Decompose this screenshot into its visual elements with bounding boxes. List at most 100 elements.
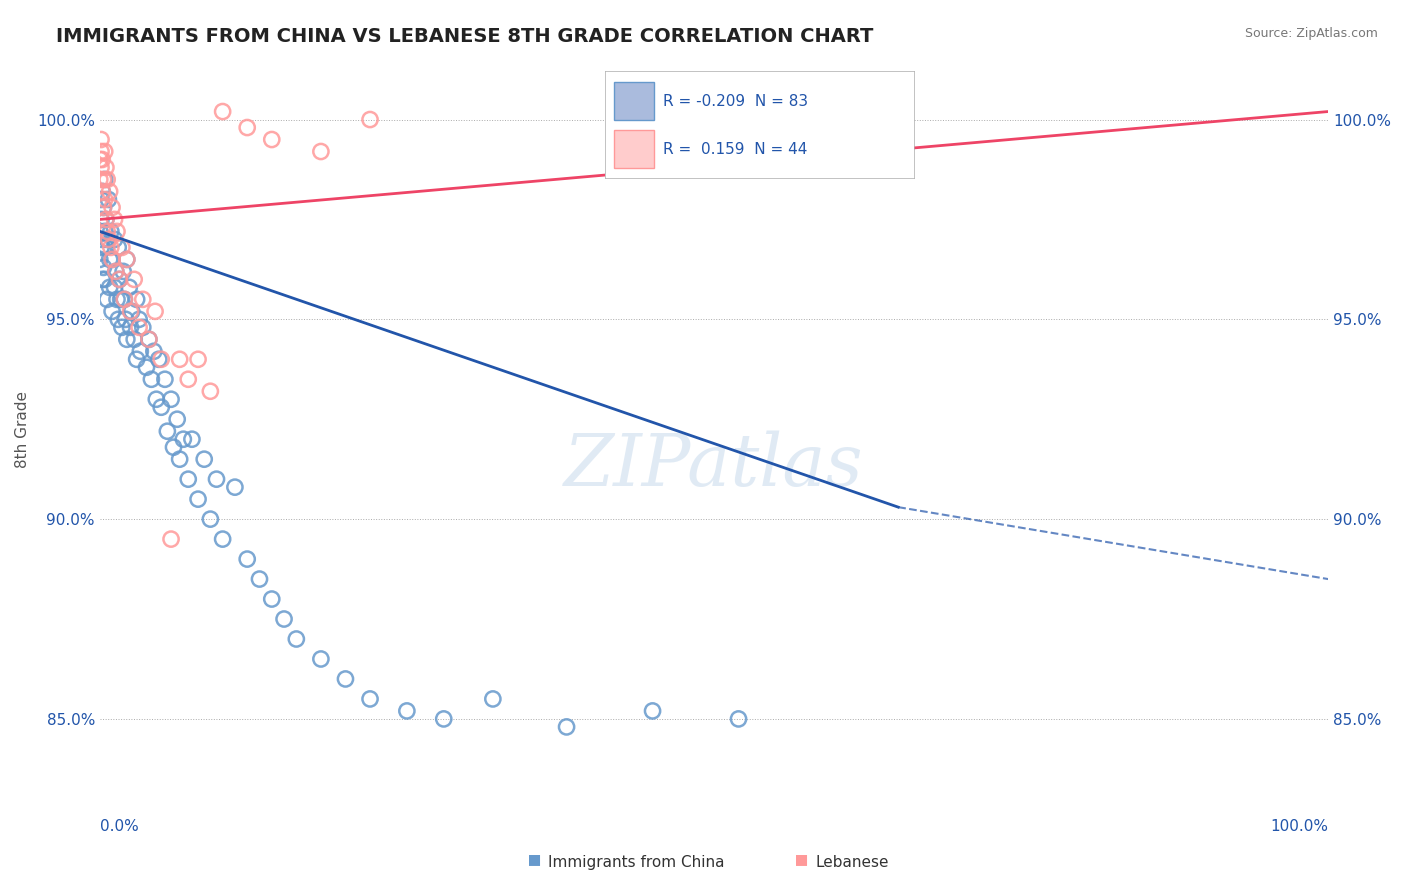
Point — [89, 172, 111, 186]
Point — [205, 472, 228, 486]
Point — [93, 193, 115, 207]
Point — [141, 372, 163, 386]
Point — [98, 185, 121, 199]
Point — [94, 212, 117, 227]
Text: IMMIGRANTS FROM CHINA VS LEBANESE 8TH GRADE CORRELATION CHART: IMMIGRANTS FROM CHINA VS LEBANESE 8TH GR… — [56, 27, 873, 45]
Point — [128, 320, 150, 334]
Point — [91, 272, 114, 286]
Point — [107, 312, 129, 326]
Point — [93, 172, 115, 186]
Point — [138, 332, 160, 346]
Point — [104, 264, 127, 278]
Point — [96, 224, 118, 238]
Point — [359, 112, 381, 127]
Point — [200, 384, 222, 399]
Point — [93, 201, 115, 215]
Point — [114, 312, 136, 326]
Point — [103, 280, 125, 294]
Point — [112, 293, 135, 307]
Point — [482, 692, 505, 706]
Point — [115, 252, 138, 267]
Point — [177, 372, 200, 386]
Point — [104, 264, 127, 278]
Point — [162, 440, 184, 454]
Point — [143, 304, 166, 318]
Point — [395, 704, 418, 718]
Text: Immigrants from China: Immigrants from China — [548, 855, 725, 870]
Point — [169, 352, 191, 367]
Point — [90, 161, 112, 175]
Point — [103, 212, 125, 227]
Point — [285, 632, 308, 646]
Point — [112, 264, 135, 278]
Point — [110, 293, 132, 307]
Point — [128, 312, 150, 326]
Point — [94, 240, 117, 254]
Point — [236, 120, 259, 135]
Point — [249, 572, 271, 586]
Point — [335, 672, 357, 686]
Point — [727, 712, 749, 726]
Point — [150, 401, 173, 415]
Point — [132, 293, 155, 307]
Point — [309, 145, 332, 159]
Point — [236, 552, 259, 566]
Point — [132, 320, 155, 334]
Point — [90, 145, 112, 159]
Text: 0.0%: 0.0% — [100, 819, 139, 834]
Point — [100, 240, 122, 254]
Point — [135, 360, 157, 375]
Point — [115, 332, 138, 346]
Point — [260, 132, 283, 146]
Point — [641, 704, 664, 718]
Point — [94, 161, 117, 175]
Point — [555, 720, 578, 734]
Point — [98, 280, 121, 294]
Point — [89, 224, 111, 238]
Point — [107, 240, 129, 254]
Point — [153, 372, 176, 386]
Point — [91, 185, 114, 199]
Bar — [614, 82, 654, 120]
Point — [169, 452, 191, 467]
Point — [166, 412, 188, 426]
Point — [112, 293, 135, 307]
Point — [97, 193, 120, 207]
Point — [105, 224, 128, 238]
Point — [156, 424, 179, 438]
Point — [108, 272, 131, 286]
Point — [273, 612, 295, 626]
Text: ▪: ▪ — [527, 849, 541, 869]
Point — [90, 240, 112, 254]
Point — [177, 472, 200, 486]
Point — [122, 272, 145, 286]
Point — [120, 304, 142, 318]
Point — [359, 692, 381, 706]
Point — [91, 232, 114, 246]
Point — [103, 232, 125, 246]
Point — [211, 104, 233, 119]
Point — [211, 532, 233, 546]
Point — [111, 320, 134, 334]
Bar — [614, 130, 654, 168]
Text: 100.0%: 100.0% — [1270, 819, 1329, 834]
Point — [93, 260, 115, 275]
Point — [89, 252, 111, 267]
Point — [260, 592, 283, 607]
Point — [125, 293, 148, 307]
Point — [200, 512, 222, 526]
Point — [111, 240, 134, 254]
Point — [93, 201, 115, 215]
Point — [91, 153, 114, 167]
Point — [187, 492, 209, 507]
Point — [101, 304, 124, 318]
Text: R = -0.209  N = 83: R = -0.209 N = 83 — [664, 94, 808, 109]
Point — [93, 272, 115, 286]
Point — [172, 432, 194, 446]
Point — [93, 224, 115, 238]
Text: Source: ZipAtlas.com: Source: ZipAtlas.com — [1244, 27, 1378, 40]
Point — [89, 153, 111, 167]
Text: Lebanese: Lebanese — [815, 855, 889, 870]
Point — [115, 252, 138, 267]
Point — [105, 293, 128, 307]
